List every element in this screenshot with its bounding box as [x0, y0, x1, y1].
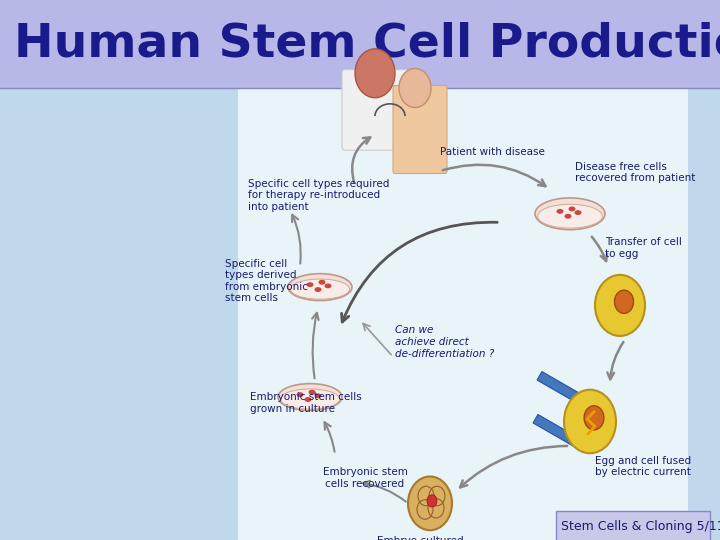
- Circle shape: [614, 290, 634, 313]
- Text: Embryonic stem
cells recovered: Embryonic stem cells recovered: [323, 467, 408, 489]
- Ellipse shape: [315, 287, 322, 292]
- Ellipse shape: [538, 204, 603, 228]
- Circle shape: [408, 476, 452, 530]
- Circle shape: [584, 406, 604, 430]
- Circle shape: [595, 275, 645, 336]
- Ellipse shape: [557, 209, 564, 214]
- Circle shape: [355, 49, 395, 98]
- FancyBboxPatch shape: [393, 85, 447, 173]
- Circle shape: [399, 69, 431, 107]
- Ellipse shape: [535, 198, 605, 230]
- Text: Specific cell
types derived
from embryonic
stem cells: Specific cell types derived from embryon…: [225, 259, 308, 303]
- Text: Disease free cells
recovered from patient: Disease free cells recovered from patien…: [575, 161, 696, 183]
- Circle shape: [564, 390, 616, 453]
- Ellipse shape: [305, 397, 312, 402]
- Text: Specific cell types required
for therapy re-introduced
into patient: Specific cell types required for therapy…: [248, 179, 390, 212]
- Text: Patient with disease: Patient with disease: [440, 146, 545, 157]
- FancyBboxPatch shape: [342, 70, 408, 150]
- Ellipse shape: [278, 383, 342, 410]
- Text: Egg and cell fused
by electric current: Egg and cell fused by electric current: [595, 456, 691, 477]
- Text: Stem Cells & Cloning 5/11/05: Stem Cells & Cloning 5/11/05: [561, 520, 720, 533]
- Ellipse shape: [564, 214, 572, 219]
- Ellipse shape: [569, 206, 575, 211]
- Ellipse shape: [308, 390, 315, 395]
- Text: Transfer of cell
to egg: Transfer of cell to egg: [605, 238, 682, 259]
- Ellipse shape: [297, 392, 304, 397]
- Text: Human Stem Cell Production: Human Stem Cell Production: [14, 22, 720, 66]
- Ellipse shape: [288, 274, 352, 301]
- Text: Embryonic stem cells
grown in culture: Embryonic stem cells grown in culture: [250, 393, 361, 414]
- FancyBboxPatch shape: [556, 511, 710, 540]
- FancyBboxPatch shape: [537, 372, 590, 408]
- Circle shape: [427, 495, 437, 507]
- FancyBboxPatch shape: [533, 415, 587, 451]
- Text: Can we
achieve direct
de-differentiation ?: Can we achieve direct de-differentiation…: [395, 326, 494, 359]
- Ellipse shape: [290, 279, 350, 299]
- FancyBboxPatch shape: [238, 88, 688, 540]
- Ellipse shape: [318, 280, 325, 285]
- FancyBboxPatch shape: [0, 0, 720, 88]
- Ellipse shape: [315, 394, 322, 399]
- Ellipse shape: [575, 210, 582, 215]
- Ellipse shape: [307, 282, 313, 287]
- Ellipse shape: [280, 389, 340, 409]
- Ellipse shape: [325, 284, 331, 288]
- Text: Embryo cultured
for 7 days: Embryo cultured for 7 days: [377, 536, 463, 540]
